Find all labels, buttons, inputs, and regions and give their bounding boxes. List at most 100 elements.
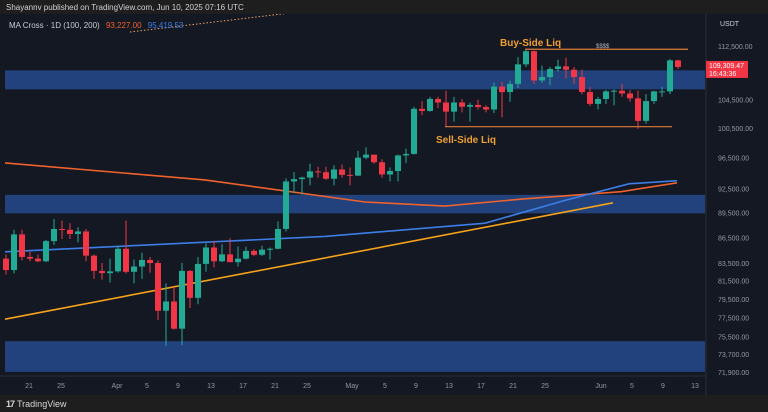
- candle[interactable]: [75, 231, 81, 234]
- candle[interactable]: [603, 91, 609, 100]
- candle[interactable]: [659, 91, 665, 93]
- candle[interactable]: [323, 172, 329, 179]
- candle[interactable]: [307, 171, 313, 178]
- candle[interactable]: [523, 51, 529, 65]
- candle[interactable]: [227, 254, 233, 263]
- candle[interactable]: [571, 69, 577, 78]
- indicator-name: MA Cross · 1D (100, 200): [9, 21, 100, 30]
- candle[interactable]: [131, 266, 137, 272]
- candle[interactable]: [515, 64, 521, 84]
- candle[interactable]: [411, 108, 417, 154]
- supply-demand-zone: [5, 194, 705, 214]
- candle[interactable]: [547, 69, 553, 78]
- bar-countdown-label: 16:43:36: [709, 71, 736, 78]
- candle[interactable]: [163, 301, 169, 311]
- candle[interactable]: [395, 155, 401, 172]
- time-tick-label: 13: [445, 383, 453, 390]
- candle[interactable]: [83, 231, 89, 256]
- sell-side-liq-label: Sell-Side Liq: [436, 135, 496, 146]
- candle[interactable]: [259, 249, 265, 255]
- candle[interactable]: [675, 60, 681, 67]
- candle[interactable]: [595, 99, 601, 104]
- indicator-legend[interactable]: MA Cross · 1D (100, 200) 93,227.00 95,41…: [9, 21, 187, 30]
- candle[interactable]: [579, 77, 585, 93]
- candle[interactable]: [491, 86, 497, 110]
- candle[interactable]: [651, 91, 657, 102]
- candle[interactable]: [587, 92, 593, 104]
- price-tick-label: 75,500.00: [718, 334, 749, 341]
- candle[interactable]: [291, 179, 297, 182]
- candle[interactable]: [643, 101, 649, 121]
- candle[interactable]: [539, 77, 545, 81]
- time-tick-label: 17: [477, 383, 485, 390]
- candle[interactable]: [499, 86, 505, 93]
- candle[interactable]: [355, 157, 361, 176]
- candle[interactable]: [43, 241, 49, 262]
- candle[interactable]: [635, 98, 641, 121]
- candle[interactable]: [435, 99, 441, 103]
- candle[interactable]: [139, 259, 145, 267]
- candle[interactable]: [155, 263, 161, 311]
- candle[interactable]: [475, 104, 481, 108]
- candle[interactable]: [419, 108, 425, 111]
- candle[interactable]: [267, 248, 273, 250]
- candle[interactable]: [91, 255, 97, 271]
- candle[interactable]: [451, 102, 457, 112]
- candle[interactable]: [35, 258, 41, 262]
- candle[interactable]: [251, 250, 257, 255]
- time-tick-label: 9: [661, 383, 665, 390]
- candle[interactable]: [107, 271, 113, 274]
- candle[interactable]: [59, 228, 65, 230]
- candle[interactable]: [403, 153, 409, 156]
- candle[interactable]: [243, 250, 249, 259]
- candle[interactable]: [195, 263, 201, 298]
- candle[interactable]: [443, 102, 449, 112]
- candle[interactable]: [235, 258, 241, 263]
- ma100-line: [4, 179, 678, 253]
- supply-demand-zone: [5, 70, 705, 90]
- candle[interactable]: [299, 177, 305, 180]
- candle[interactable]: [3, 258, 9, 271]
- candle[interactable]: [27, 256, 33, 259]
- candlestick-chart[interactable]: Buy-Side Liq Sell-Side Liq $$$$ USDT 112,500…: [0, 12, 768, 395]
- candle[interactable]: [507, 83, 513, 93]
- candle[interactable]: [619, 90, 625, 94]
- candle[interactable]: [171, 301, 177, 329]
- candle[interactable]: [315, 171, 321, 173]
- candle[interactable]: [179, 270, 185, 329]
- candle[interactable]: [339, 169, 345, 175]
- candle[interactable]: [211, 247, 217, 262]
- candle[interactable]: [387, 171, 393, 175]
- candle[interactable]: [19, 234, 25, 257]
- ascending-trendline: [4, 202, 614, 320]
- candle[interactable]: [99, 270, 105, 274]
- candle[interactable]: [627, 93, 633, 99]
- candle[interactable]: [667, 60, 673, 92]
- candle[interactable]: [611, 90, 617, 92]
- candle[interactable]: [123, 248, 129, 272]
- candle[interactable]: [11, 234, 17, 271]
- candle[interactable]: [203, 247, 209, 264]
- candle[interactable]: [275, 228, 281, 249]
- candle[interactable]: [331, 169, 337, 179]
- candle[interactable]: [363, 154, 369, 158]
- candle[interactable]: [283, 181, 289, 229]
- candle[interactable]: [379, 162, 385, 175]
- candle[interactable]: [219, 254, 225, 262]
- candle[interactable]: [555, 66, 561, 70]
- candle[interactable]: [147, 259, 153, 264]
- candle[interactable]: [483, 107, 489, 110]
- candle[interactable]: [531, 51, 537, 81]
- candle[interactable]: [427, 99, 433, 111]
- candle[interactable]: [187, 270, 193, 298]
- candle[interactable]: [115, 248, 121, 272]
- candle[interactable]: [67, 229, 73, 234]
- candle[interactable]: [467, 104, 473, 107]
- candle[interactable]: [51, 228, 57, 242]
- candle[interactable]: [459, 102, 465, 107]
- chart-pane[interactable]: Buy-Side Liq Sell-Side Liq $$$$ USDT 112,500…: [0, 12, 768, 395]
- candle[interactable]: [347, 174, 353, 176]
- candle[interactable]: [371, 154, 377, 163]
- candle[interactable]: [563, 66, 569, 70]
- price-tick-label: 104,500.00: [718, 98, 753, 105]
